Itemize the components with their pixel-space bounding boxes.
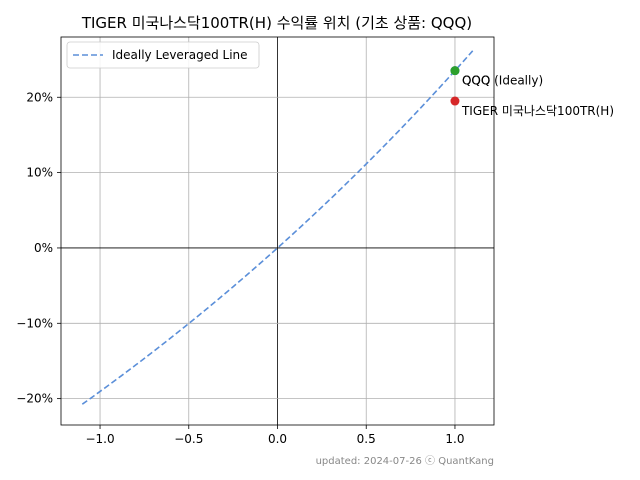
x-tick-label: −1.0 bbox=[85, 432, 114, 446]
x-tick-label: −0.5 bbox=[174, 432, 203, 446]
y-tick-label: −10% bbox=[16, 316, 53, 330]
legend-label: Ideally Leveraged Line bbox=[112, 48, 248, 62]
legend-box bbox=[66, 41, 260, 69]
data-point bbox=[450, 96, 460, 106]
x-tick-label: 1.0 bbox=[445, 432, 464, 446]
y-tick-label: 10% bbox=[26, 166, 53, 180]
point-label: TIGER 미국나스닥100TR(H) bbox=[461, 104, 614, 118]
x-tick-label: 0.5 bbox=[357, 432, 376, 446]
data-point bbox=[450, 66, 460, 76]
y-tick-label: 20% bbox=[26, 90, 53, 104]
y-tick-label: 0% bbox=[34, 241, 53, 255]
chart-title: TIGER 미국나스닥100TR(H) 수익률 위치 (기초 상품: QQQ) bbox=[81, 14, 472, 32]
plot-area: −1.0 −0.5 0.0 0.5 1.0 −20% −10% 0% 10% 20% QQQQQQ … bbox=[16, 37, 614, 446]
x-tick-label: 0.0 bbox=[268, 432, 287, 446]
point-label: QQQ bbox=[462, 74, 490, 88]
point-label: QQQ (Ideally) bbox=[462, 74, 543, 88]
plot-frame bbox=[60, 36, 495, 426]
footer-credit: updated: 2024-07-26 ⓒ QuantKang bbox=[316, 455, 494, 467]
y-tick-label: −20% bbox=[16, 392, 53, 406]
legend: Ideally Leveraged Line bbox=[66, 41, 260, 69]
